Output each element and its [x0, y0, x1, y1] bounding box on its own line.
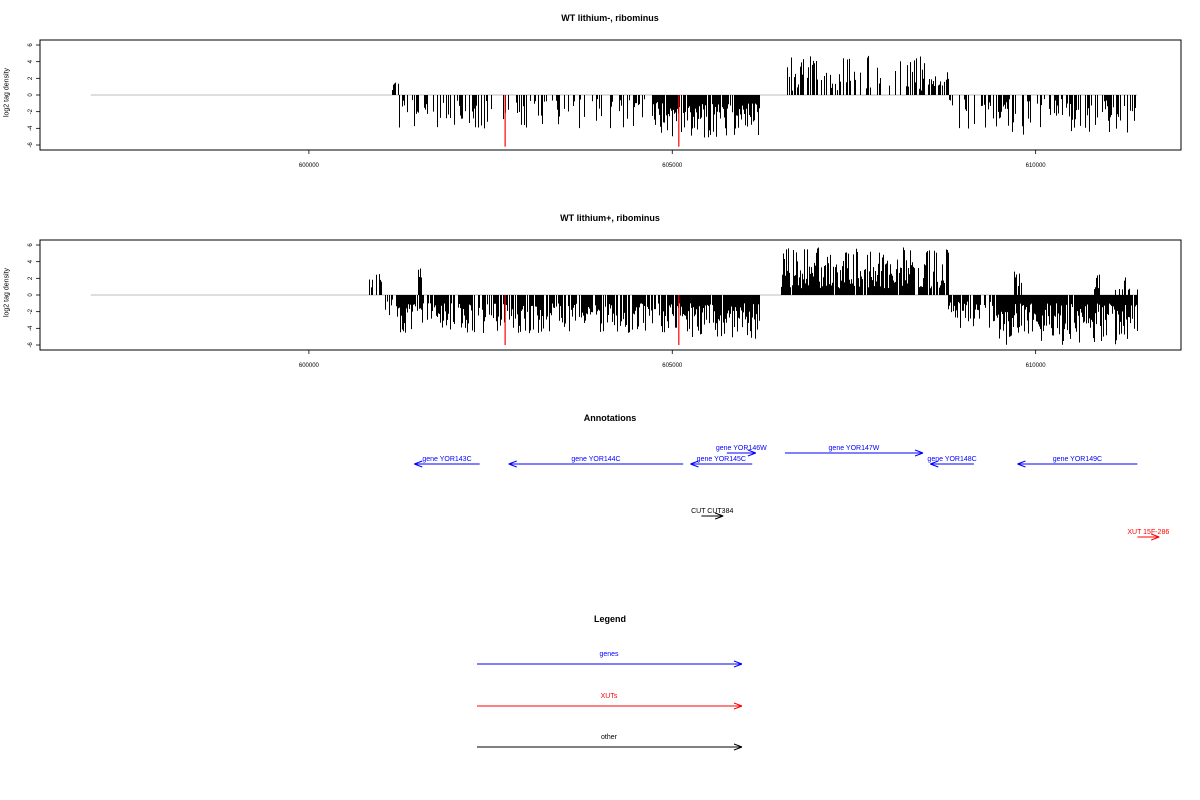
x-tick-label: 605000: [662, 163, 683, 169]
y-tick-label: 4: [28, 259, 34, 263]
y-tick-label: -4: [28, 325, 34, 331]
density-bars: [369, 247, 1138, 345]
y-tick-label: 2: [28, 276, 34, 280]
x-tick-label: 605000: [662, 363, 683, 369]
annotation-arrow: [508, 460, 684, 468]
x-tick-label: 600000: [299, 163, 320, 169]
y-tick-label: 6: [28, 43, 34, 47]
y-tick-label: 2: [28, 76, 34, 80]
y-tick-label: -6: [28, 342, 34, 348]
annotation-label: gene YOR144C: [571, 456, 620, 463]
annotations-title: Annotations: [583, 413, 637, 423]
annotation-arrow: [784, 449, 924, 457]
legend-arrow: [477, 702, 743, 710]
annotation-label: gene YOR145C: [697, 456, 746, 463]
annotation-label: gene YOR148C: [927, 456, 976, 463]
annotation-track: gene YOR143C gene YOR144C gene YOR145C gene…: [414, 445, 1169, 541]
track-plot-wt-lithium-plus: -6 -4 -2 0 2 4 6 600000 605000 610000: [28, 239, 1182, 369]
y-tick-label: -2: [28, 308, 34, 314]
annotation-arrow: [726, 449, 757, 457]
annotation-arrow: [414, 460, 480, 468]
y-tick-label: 4: [28, 59, 34, 63]
annotation-label: gene YOR149C: [1053, 456, 1102, 463]
legend-label: other: [601, 734, 618, 741]
y-tick-label: -4: [28, 125, 34, 131]
legend-arrow: [477, 743, 743, 751]
x-tick-label: 610000: [1026, 363, 1047, 369]
panel-title-2: WT lithium+, ribominus: [560, 213, 660, 223]
legend-title: Legend: [593, 614, 626, 624]
legend: genes XUTs other: [477, 651, 743, 751]
annotation-arrow: [930, 460, 974, 468]
legend-arrow: [477, 660, 743, 668]
density-bars: [392, 55, 1136, 138]
annotation-label: CUT CUT384: [691, 508, 733, 515]
track-plot-wt-lithium-minus: -6 -4 -2 0 2 4 6 600000 605000 610000: [28, 39, 1182, 169]
annotation-arrow: [1137, 533, 1160, 541]
y-tick-label: 0: [28, 293, 34, 297]
legend-label: genes: [599, 651, 619, 658]
annotation-label: gene YOR143C: [422, 456, 471, 463]
x-tick-label: 600000: [299, 363, 320, 369]
annotation-label: XUT 15F-286: [1127, 529, 1169, 536]
y-tick-label: -2: [28, 108, 34, 114]
annotation-arrow: [1017, 460, 1138, 468]
annotation-label: gene YOR146W: [716, 445, 767, 452]
y-tick-label: -6: [28, 142, 34, 148]
annotation-arrow: [701, 512, 724, 520]
annotation-arrow: [690, 460, 753, 468]
panel-title-1: WT lithium-, ribominus: [561, 13, 659, 23]
y-tick-label: 6: [28, 243, 34, 247]
legend-label: XUTs: [601, 693, 618, 700]
y-tick-label: 0: [28, 93, 34, 97]
x-tick-label: 610000: [1026, 163, 1047, 169]
annotation-label: gene YOR147W: [829, 445, 880, 452]
